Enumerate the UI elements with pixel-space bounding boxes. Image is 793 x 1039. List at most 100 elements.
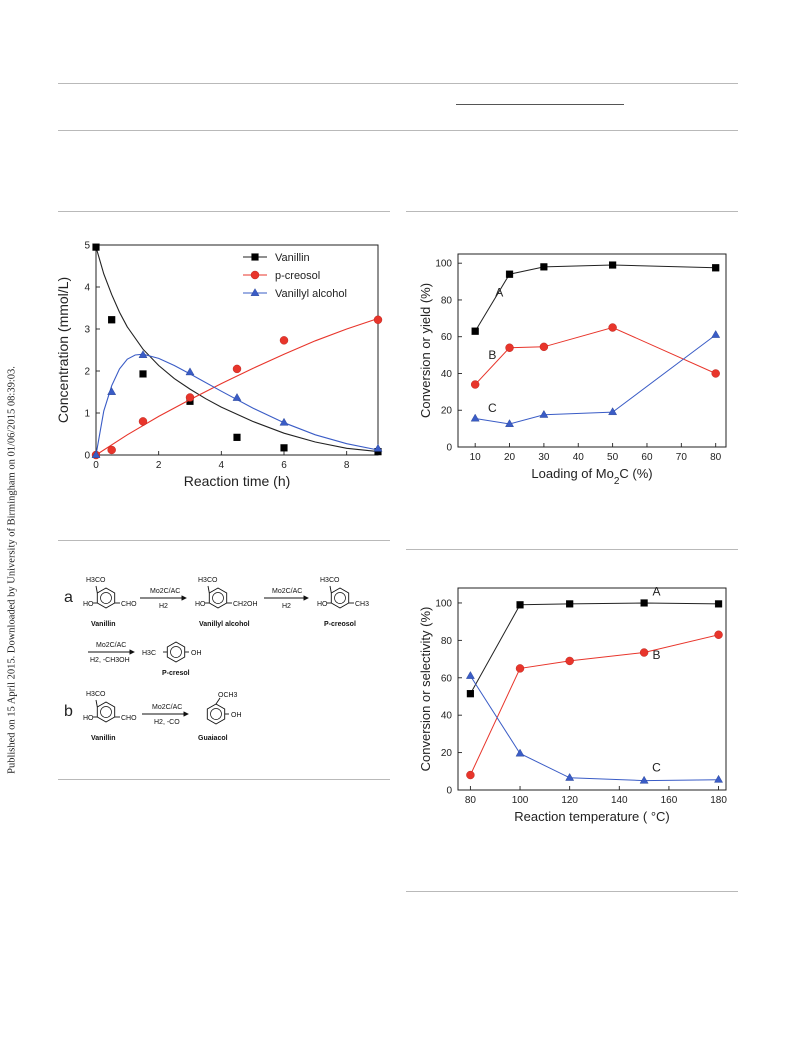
vanillin-b-cho: CHO — [121, 715, 137, 722]
x-tick-label: 6 — [281, 460, 287, 471]
x-tick-label: 120 — [561, 795, 578, 806]
x-tick-label: 80 — [710, 452, 722, 463]
vanillyl-ho: HO — [195, 601, 206, 608]
data-point-2-5 — [279, 417, 289, 426]
series-line-2 — [469, 675, 719, 782]
cresol-oh: OH — [191, 650, 202, 657]
data-point-0-4 — [712, 264, 720, 272]
legend-label-0: Vanillin — [275, 252, 310, 264]
x-tick-label: 8 — [344, 460, 350, 471]
vanillin-b-ho: HO — [83, 715, 94, 722]
guaiacol-structure — [206, 697, 229, 725]
data-point-2-3 — [639, 775, 649, 784]
y-tick-label: 4 — [84, 283, 90, 294]
data-point-2-1 — [505, 419, 514, 427]
data-point-0-0 — [92, 243, 100, 251]
vanillyl-alcohol-name: Vanillyl alcohol — [199, 621, 250, 628]
vanillyl-ch2oh: CH2OH — [233, 601, 258, 608]
y-tick-label: 0 — [446, 443, 452, 454]
data-point-0-1 — [505, 270, 514, 278]
x-tick-label: 80 — [465, 795, 477, 806]
arrow-3-reagent: Mo2C/AC — [96, 642, 126, 649]
vanillin-name: Vanillin — [91, 621, 116, 628]
arrow-4-reagent: Mo2C/AC — [152, 704, 182, 711]
curve-annotation: C — [488, 401, 497, 415]
data-point-0-1 — [108, 316, 116, 324]
legend-label-1: p-creosol — [275, 270, 320, 282]
x-tick-label: 30 — [538, 452, 550, 463]
vanillin-structure — [93, 585, 120, 609]
plot-frame — [457, 587, 727, 791]
creosol-h3co: H3CO — [320, 577, 340, 584]
header-rule-short — [456, 104, 624, 105]
series-line-1 — [469, 634, 719, 776]
data-point-2-1 — [515, 748, 525, 757]
figure-rule-left-bottom — [58, 779, 390, 780]
curve-annotation: A — [653, 584, 661, 598]
fit-curve-0 — [95, 246, 379, 453]
arrow-2-reagent: Mo2C/AC — [272, 588, 302, 595]
guaiacol-och3: OCH3 — [218, 692, 238, 699]
series-line-1 — [474, 326, 716, 385]
x-axis-label: Loading of Mo2C (%) — [531, 466, 652, 487]
data-point-0-0 — [471, 327, 479, 335]
data-point-0-0 — [466, 690, 475, 698]
data-point-2-0 — [465, 671, 475, 679]
header-rule-top — [58, 83, 738, 84]
y-tick-label: 60 — [441, 332, 453, 343]
data-point-1-4 — [711, 369, 720, 378]
creosol-ch3: CH3 — [355, 601, 369, 608]
data-point-0-2 — [139, 370, 147, 378]
y-tick-label: 0 — [446, 786, 452, 797]
y-axis-label: Concentration (mmol/L) — [55, 277, 71, 423]
data-point-2-2 — [565, 773, 575, 781]
legend-label-2: Vanillyl alcohol — [275, 288, 347, 300]
x-tick-label: 100 — [512, 795, 529, 806]
p-cresol-name: P-cresol — [162, 670, 190, 677]
x-tick-label: 0 — [93, 460, 99, 471]
data-point-2-4 — [232, 393, 242, 401]
data-point-2-4 — [711, 330, 721, 338]
download-watermark-text: Published on 15 April 2015. Downloaded b… — [6, 366, 18, 774]
section-rule-left — [58, 211, 390, 212]
vanillin-ho: HO — [83, 601, 94, 608]
data-point-1-2 — [138, 417, 148, 426]
creosol-ho: HO — [317, 601, 328, 608]
y-tick-label: 2 — [84, 367, 90, 378]
data-point-0-2 — [540, 263, 548, 271]
figure-rule-right-bottom — [406, 891, 738, 892]
x-tick-label: 140 — [611, 795, 628, 806]
x-tick-label: 4 — [219, 460, 225, 471]
scheme-label-a: a — [64, 589, 73, 606]
x-tick-label: 20 — [504, 452, 516, 463]
plot-frame — [457, 253, 727, 448]
p-creosol-structure — [327, 585, 354, 609]
y-tick-label: 40 — [441, 369, 453, 380]
vanillin-h3co: H3CO — [86, 577, 106, 584]
y-axis-label: Conversion or yield (%) — [418, 283, 433, 418]
data-point-2-1 — [107, 387, 117, 395]
vanillyl-h3co: H3CO — [198, 577, 218, 584]
data-point-1-1 — [515, 664, 525, 673]
section-rule-right — [406, 211, 738, 212]
x-tick-label: 2 — [156, 460, 162, 471]
fit-curve-2 — [95, 353, 379, 456]
x-tick-label: 160 — [661, 795, 678, 806]
data-point-2-0 — [470, 413, 480, 422]
curve-annotation: B — [488, 348, 496, 362]
x-axis-label: Reaction time (h) — [184, 473, 291, 489]
data-point-0-4 — [233, 433, 241, 441]
y-tick-label: 20 — [441, 748, 453, 759]
data-point-2-4 — [714, 774, 723, 783]
data-point-0-3 — [640, 599, 648, 607]
scheme-label-b: b — [64, 703, 73, 720]
data-point-0-1 — [516, 601, 524, 609]
fit-curve-1 — [95, 317, 379, 456]
data-point-2-2 — [138, 350, 148, 358]
data-point-1-2 — [539, 342, 549, 352]
vanillyl-alcohol-structure — [205, 585, 232, 609]
data-point-0-2 — [566, 600, 574, 608]
x-tick-label: 10 — [470, 452, 482, 463]
y-tick-label: 80 — [441, 295, 453, 306]
data-point-1-3 — [608, 323, 617, 332]
